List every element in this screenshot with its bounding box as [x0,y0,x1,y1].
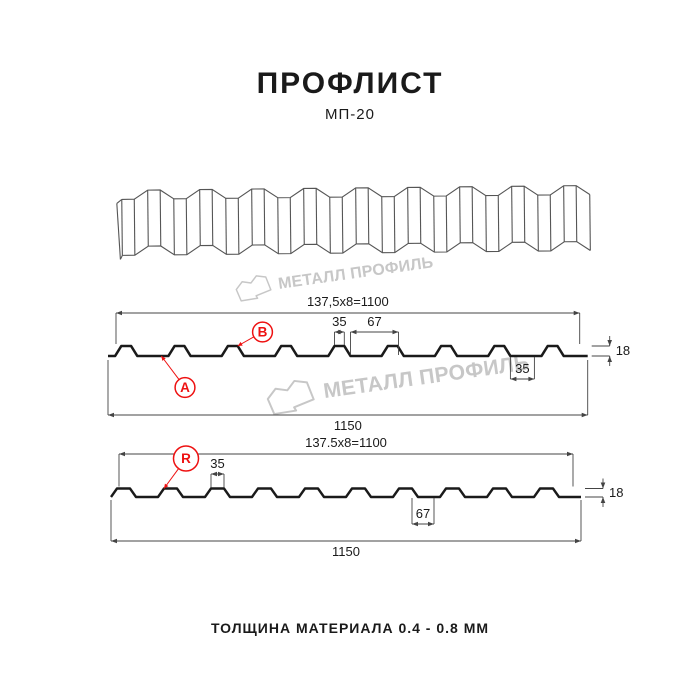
svg-text:1150: 1150 [332,544,360,559]
svg-text:18: 18 [609,485,623,500]
svg-text:35: 35 [210,456,224,471]
svg-text:67: 67 [416,506,430,521]
svg-text:137.5x8=1100: 137.5x8=1100 [305,435,387,450]
svg-text:R: R [181,451,191,466]
